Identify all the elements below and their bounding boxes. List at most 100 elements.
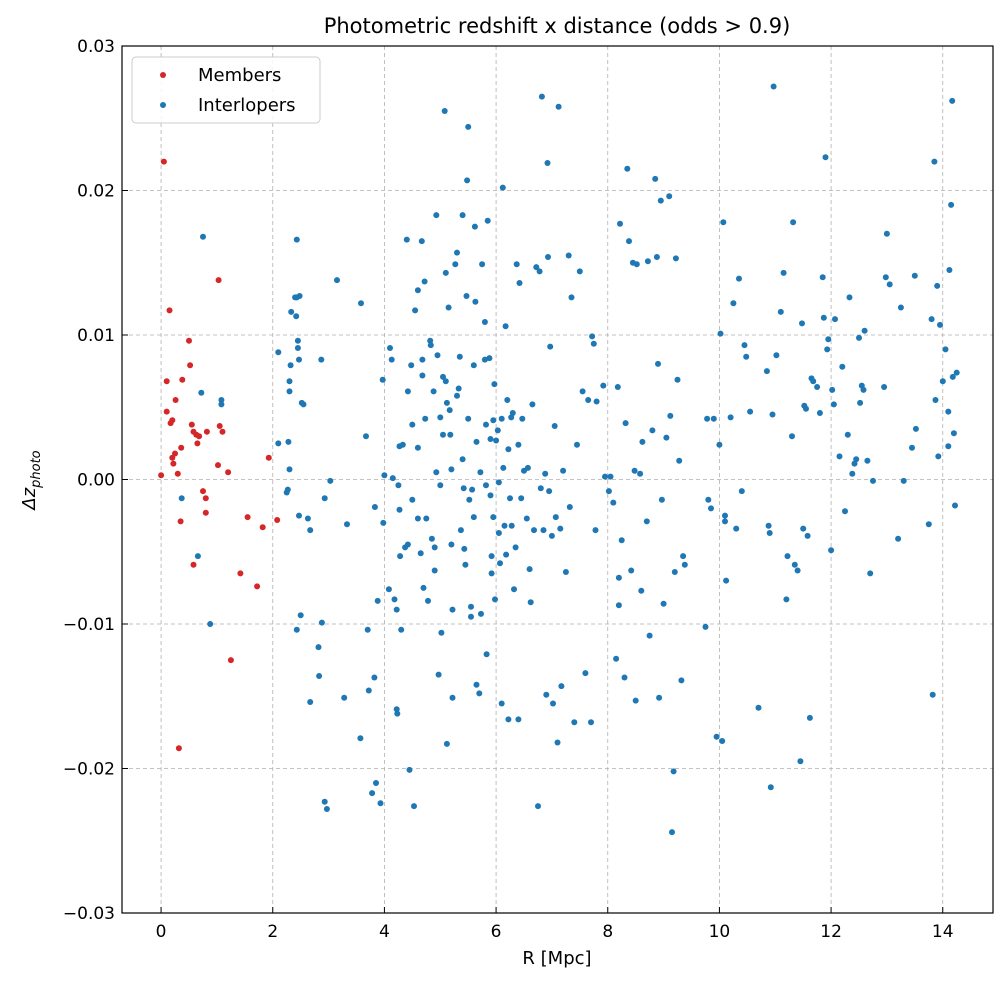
data-point-interlopers: [459, 456, 466, 463]
data-point-interlopers: [286, 388, 293, 395]
data-point-members: [215, 462, 221, 469]
data-point-interlopers: [414, 287, 421, 294]
data-point-interlopers: [741, 342, 748, 349]
data-point-members: [177, 518, 184, 525]
data-point-interlopers: [574, 441, 580, 448]
data-point-interlopers: [669, 829, 675, 836]
data-point-interlopers: [198, 389, 205, 396]
data-point-interlopers: [613, 655, 620, 662]
data-point-interlopers: [814, 384, 821, 390]
data-point-interlopers: [389, 475, 396, 482]
data-point-interlopers: [656, 694, 663, 701]
data-point-interlopers: [643, 518, 650, 525]
data-point-interlopers: [631, 467, 638, 474]
data-point-interlopers: [374, 597, 381, 604]
data-point-interlopers: [488, 553, 495, 560]
data-point-interlopers: [471, 223, 478, 230]
data-point-interlopers: [334, 277, 340, 284]
data-point-members: [188, 421, 195, 428]
data-point-interlopers: [275, 440, 282, 447]
data-point-interlopers: [488, 570, 495, 577]
data-point-interlopers: [486, 355, 493, 362]
data-point-interlopers: [672, 255, 679, 262]
data-point-interlopers: [652, 175, 659, 182]
data-point-interlopers: [519, 415, 526, 422]
data-point-interlopers: [911, 272, 918, 279]
data-point-interlopers: [286, 466, 293, 473]
data-point-interlopers: [766, 530, 773, 536]
data-point-interlopers: [490, 417, 497, 424]
data-point-interlopers: [658, 496, 665, 503]
data-point-interlopers: [285, 438, 292, 445]
data-point-interlopers: [791, 561, 798, 568]
data-point-interlopers: [849, 470, 856, 477]
data-point-members: [163, 378, 170, 385]
data-point-interlopers: [461, 545, 468, 552]
data-point-interlopers: [399, 441, 406, 448]
data-point-interlopers: [632, 697, 639, 704]
data-point-interlopers: [443, 740, 450, 747]
data-point-interlopers: [928, 316, 935, 323]
data-point-interlopers: [736, 275, 742, 282]
data-point-members: [186, 337, 192, 344]
data-point-interlopers: [300, 401, 307, 408]
data-point-interlopers: [490, 514, 497, 521]
data-point-interlopers: [881, 384, 888, 390]
data-point-interlopers: [949, 373, 956, 380]
data-point-interlopers: [502, 323, 509, 330]
data-point-interlopers: [391, 596, 398, 603]
data-point-interlopers: [543, 691, 550, 698]
data-point-interlopers: [425, 597, 431, 604]
data-point-interlopers: [626, 238, 632, 245]
data-point-interlopers: [952, 502, 958, 509]
data-point-interlopers: [449, 694, 456, 701]
data-point-interlopers: [558, 683, 565, 690]
data-point-interlopers: [540, 527, 547, 534]
data-point-interlopers: [800, 525, 807, 532]
x-tick-label: 14: [932, 922, 954, 942]
data-point-interlopers: [481, 319, 488, 325]
data-point-interlopers: [579, 388, 586, 395]
data-point-interlopers: [434, 352, 441, 359]
data-point-interlopers: [438, 629, 445, 636]
data-point-interlopers: [804, 532, 811, 539]
data-point-interlopers: [653, 254, 660, 260]
data-point-interlopers: [286, 378, 293, 385]
data-point-interlopers: [624, 165, 631, 172]
data-point-interlopers: [465, 123, 472, 130]
chart-title: Photometric redshift x distance (odds > …: [324, 14, 791, 38]
data-point-members: [190, 561, 197, 568]
data-point-interlopers: [472, 298, 479, 305]
data-point-interlopers: [387, 345, 393, 351]
data-point-interlopers: [763, 368, 770, 375]
data-point-interlopers: [535, 803, 541, 810]
data-point-interlopers: [483, 651, 490, 658]
data-point-members: [227, 657, 234, 664]
data-point-interlopers: [790, 219, 797, 226]
data-point-members: [216, 423, 223, 429]
data-point-interlopers: [585, 397, 592, 403]
data-point-interlopers: [371, 504, 378, 510]
data-point-interlopers: [806, 714, 813, 721]
data-point-interlopers: [296, 293, 303, 299]
data-point-interlopers: [408, 362, 415, 369]
data-point-interlopers: [483, 421, 489, 428]
data-point-interlopers: [288, 308, 295, 315]
data-point-interlopers: [617, 220, 623, 227]
data-point-interlopers: [589, 333, 596, 340]
x-tick-label: 8: [602, 922, 613, 942]
data-point-interlopers: [582, 670, 589, 677]
data-point-interlopers: [670, 768, 677, 775]
data-point-interlopers: [294, 337, 301, 344]
data-point-interlopers: [394, 710, 401, 717]
data-point-interlopers: [942, 346, 949, 353]
data-point-interlopers: [784, 553, 791, 560]
y-axis-label-main: Δz: [19, 487, 40, 511]
data-point-interlopers: [379, 376, 386, 383]
data-point-interlopers: [483, 482, 489, 489]
data-point-interlopers: [454, 249, 460, 256]
data-point-interlopers: [783, 596, 790, 603]
data-point-members: [160, 158, 167, 165]
data-point-interlopers: [538, 93, 545, 100]
data-points: [158, 83, 960, 836]
